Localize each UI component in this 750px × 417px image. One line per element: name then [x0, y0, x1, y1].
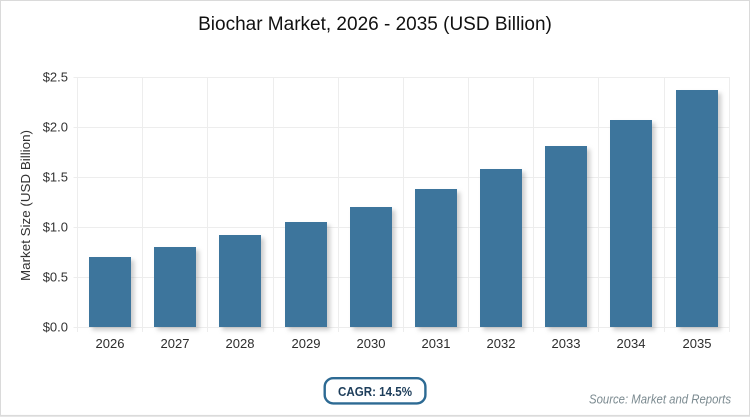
- svg-text:2028: 2028: [226, 336, 255, 351]
- svg-text:CAGR: 14.5%: CAGR: 14.5%: [338, 384, 412, 399]
- svg-text:2027: 2027: [161, 336, 190, 351]
- svg-text:Source: Market and Reports: Source: Market and Reports: [589, 392, 731, 407]
- svg-text:2035: 2035: [683, 336, 712, 351]
- svg-text:2026: 2026: [96, 336, 125, 351]
- svg-text:2029: 2029: [292, 336, 321, 351]
- svg-text:$2.5: $2.5: [43, 70, 68, 85]
- svg-text:$1.5: $1.5: [43, 170, 68, 185]
- svg-text:$1.0: $1.0: [43, 220, 68, 235]
- svg-text:Biochar Market, 2026 - 2035 (U: Biochar Market, 2026 - 2035 (USD Billion…: [198, 14, 552, 35]
- svg-text:2030: 2030: [357, 336, 386, 351]
- svg-text:2034: 2034: [617, 336, 646, 351]
- svg-text:$2.0: $2.0: [43, 120, 68, 135]
- svg-text:2033: 2033: [552, 336, 581, 351]
- svg-text:2032: 2032: [487, 336, 516, 351]
- svg-text:Market Size (USD Billion): Market Size (USD Billion): [18, 130, 33, 281]
- svg-text:$0.0: $0.0: [43, 320, 68, 335]
- svg-text:$0.5: $0.5: [43, 270, 68, 285]
- svg-text:2031: 2031: [422, 336, 451, 351]
